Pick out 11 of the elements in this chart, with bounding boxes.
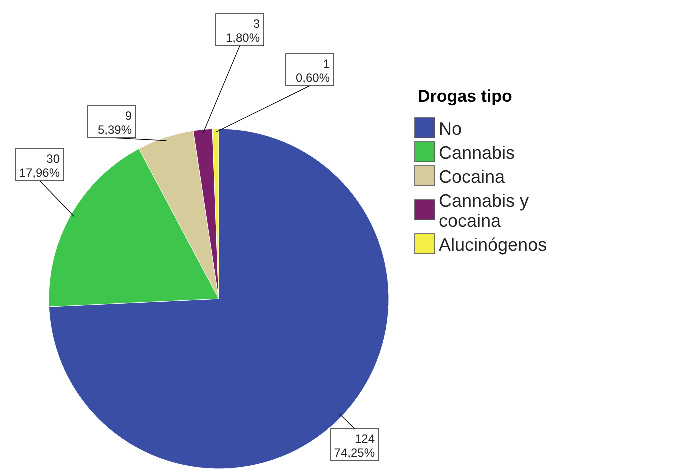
legend-label: Cocaina [439,167,506,187]
legend-title: Drogas tipo [418,87,512,106]
data-label: 124 74,25% [334,432,376,460]
legend-label: Cannabis y cocaina [439,191,530,231]
legend-label: Cannabis [439,143,516,163]
data-label: 9 5,39% [98,109,132,137]
legend-label: Alucinógenos [439,235,548,255]
data-label: 3 1,80% [226,17,260,45]
data-label: 1 0,60% [296,57,330,85]
data-label: 30 17,96% [19,152,60,180]
legend-label: No [439,119,462,139]
